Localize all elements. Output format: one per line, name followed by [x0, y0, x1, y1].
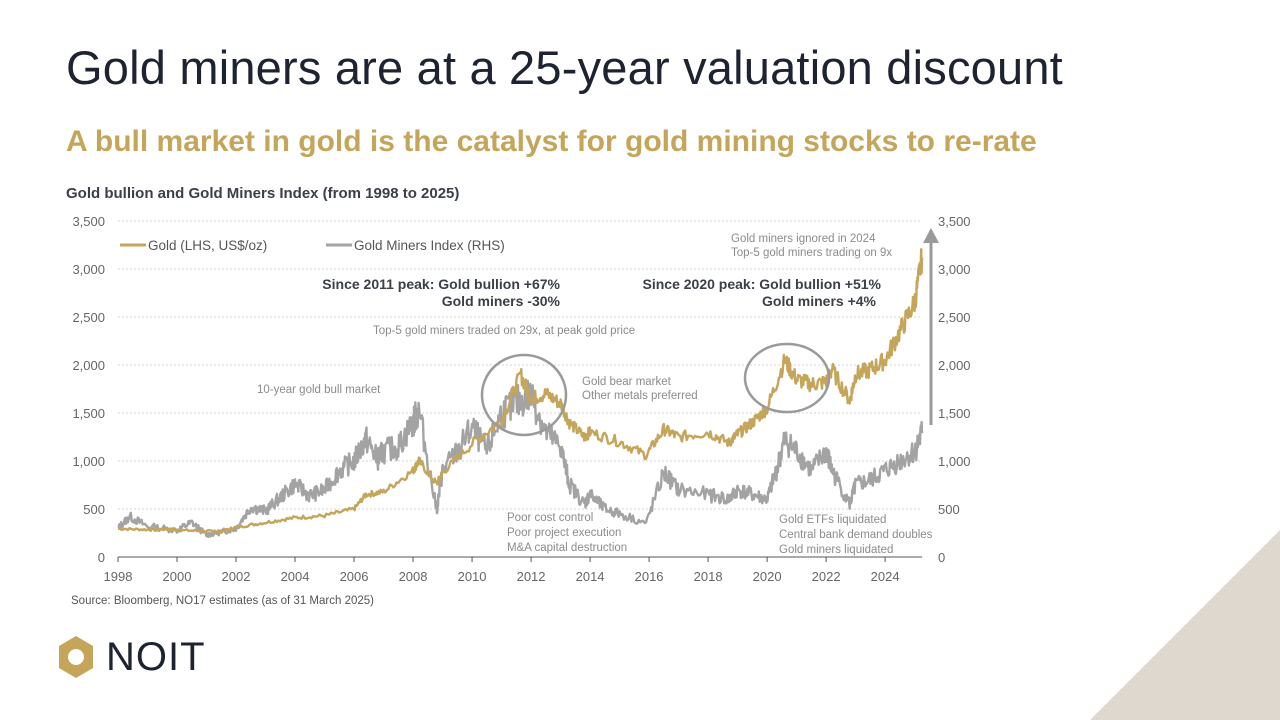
annotation-trading-9x: Top-5 gold miners trading on 9x: [731, 247, 892, 259]
annotation-ignored-2024: Gold miners ignored in 2024: [731, 233, 876, 245]
rerate-arrow-head-icon: [923, 228, 939, 243]
y-axis-left: 0 500 1,000 1,500 2,000 2,500 3,000 3,500: [72, 214, 105, 565]
page-subtitle: A bull market in gold is the catalyst fo…: [66, 125, 1037, 158]
legend-miners-label: Gold Miners Index (RHS): [354, 238, 505, 253]
logo-text: NOIT: [106, 635, 206, 679]
x-tick-label: 2024: [871, 569, 900, 584]
x-tick-label: 2014: [576, 569, 605, 584]
x-tick-label: 2006: [340, 569, 369, 584]
annotation-since-2011-gold: Since 2011 peak: Gold bullion +67%: [322, 276, 560, 292]
y-left-tick-label: 3,000: [72, 262, 105, 277]
y-left-tick-label: 2,500: [72, 310, 105, 325]
x-tick-label: 2008: [399, 569, 428, 584]
highlight-circle-2011: [480, 353, 568, 437]
y-left-tick-label: 1,500: [72, 406, 105, 421]
annotation-since-2011-miners: Gold miners -30%: [442, 293, 561, 309]
x-tick-label: 2016: [635, 569, 664, 584]
source-note: Source: Bloomberg, NO17 estimates (as of…: [71, 595, 374, 607]
y-axis-right: 0 500 1,000 1,500 2,000 2,500 3,000 3,500: [938, 214, 971, 565]
annotation-since-2020-gold: Since 2020 peak: Gold bullion +51%: [643, 276, 882, 292]
x-tick-label: 2004: [281, 569, 310, 584]
legend-gold-label: Gold (LHS, US$/oz): [148, 238, 267, 253]
x-tick-label: 2020: [753, 569, 782, 584]
x-axis: 1998 2000 2002 2004 2006 2008 2010 2012 2014 2016…: [104, 557, 900, 584]
y-left-tick-label: 2,000: [72, 358, 105, 373]
y-right-tick-label: 3,500: [938, 214, 971, 229]
highlight-circle-2020: [743, 342, 831, 414]
annotation-miners-liquidated: Gold miners liquidated: [779, 544, 893, 556]
y-left-tick-label: 500: [83, 502, 105, 517]
page-title: Gold miners are at a 25-year valuation d…: [66, 41, 1063, 94]
annotation-bull-market: 10-year gold bull market: [257, 384, 381, 396]
x-tick-label: 1998: [104, 569, 133, 584]
x-tick-label: 2010: [458, 569, 487, 584]
chart-title: Gold bullion and Gold Miners Index (from…: [66, 185, 460, 202]
annotation-central-bank: Central bank demand doubles: [779, 529, 933, 541]
series-miners-line: [117, 379, 924, 539]
annotation-since-2020-miners: Gold miners +4%: [762, 293, 877, 309]
annotation-poor-execution: Poor project execution: [507, 527, 621, 539]
annotation-bear-market: Gold bear market: [582, 376, 672, 388]
x-tick-label: 2012: [517, 569, 546, 584]
x-tick-label: 2022: [812, 569, 841, 584]
annotation-etfs-liquidated: Gold ETFs liquidated: [779, 514, 886, 526]
y-right-tick-label: 3,000: [938, 262, 971, 277]
annotation-ma-destruction: M&A capital destruction: [507, 542, 627, 554]
x-tick-label: 2018: [694, 569, 723, 584]
legend: Gold (LHS, US$/oz) Gold Miners Index (RH…: [120, 238, 505, 253]
y-right-tick-label: 2,000: [938, 358, 971, 373]
y-left-tick-label: 1,000: [72, 454, 105, 469]
y-right-tick-label: 0: [938, 550, 945, 565]
y-left-tick-label: 0: [98, 550, 105, 565]
y-right-tick-label: 2,500: [938, 310, 971, 325]
y-right-tick-label: 500: [938, 502, 960, 517]
gold-chart: 0 500 1,000 1,500 2,000 2,500 3,000 3,500 0 500 1…: [72, 214, 971, 584]
x-tick-label: 2002: [222, 569, 251, 584]
x-tick-label: 2000: [163, 569, 192, 584]
y-right-tick-label: 1,000: [938, 454, 971, 469]
y-right-tick-label: 1,500: [938, 406, 971, 421]
annotation-poor-cost: Poor cost control: [507, 512, 593, 524]
annotation-top5-29x: Top-5 gold miners traded on 29x, at peak…: [373, 325, 635, 337]
corner-decoration: [1090, 530, 1280, 720]
hexagon-logo-icon: [59, 636, 93, 678]
y-left-tick-label: 3,500: [72, 214, 105, 229]
annotation-other-metals: Other metals preferred: [582, 390, 698, 402]
